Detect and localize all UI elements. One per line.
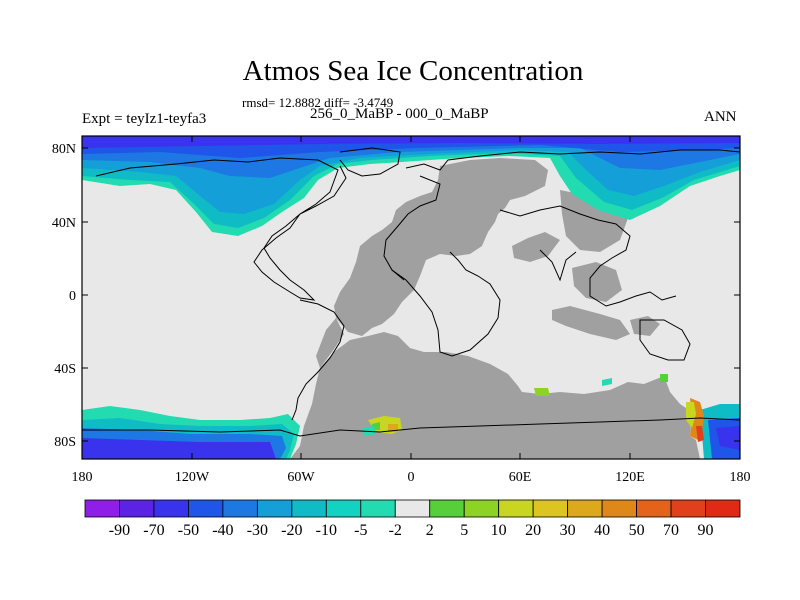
figure-title: Atmos Sea Ice Concentration — [242, 55, 584, 87]
x-tick-label: 120E — [615, 470, 645, 485]
land-mask-small-east — [630, 316, 660, 336]
colorbar-label: -5 — [354, 522, 367, 539]
x-tick-label: 180 — [730, 470, 751, 485]
colorbar-label: 10 — [491, 522, 507, 539]
colorbar-box — [188, 499, 224, 518]
colorbar-label: -2 — [389, 522, 402, 539]
colorbar-label: 40 — [594, 522, 610, 539]
colorbar-box — [153, 499, 189, 518]
colorbar-box — [498, 499, 534, 518]
y-tick-label: 80N — [52, 142, 76, 157]
colorbar-label: -10 — [316, 522, 337, 539]
patch-indian-ocean-green — [534, 388, 550, 396]
antarctic-sea-ice-west — [82, 406, 300, 459]
land-mask-east-patch — [572, 262, 622, 302]
colorbar-box — [394, 499, 431, 518]
y-tick-label: 80S — [54, 435, 76, 450]
experiment-label: Expt = teyIz1-teyfa3 — [82, 111, 207, 127]
colorbar-box — [705, 499, 741, 518]
colorbar-box — [291, 499, 327, 518]
colorbar-label: -70 — [143, 522, 164, 539]
colorbar-label: 90 — [698, 522, 714, 539]
colorbar-label: 30 — [560, 522, 576, 539]
rmsd-diff-stats: rmsd= 12.8882 diff= -3.4749 — [242, 95, 394, 110]
colorbar-label: -30 — [247, 522, 268, 539]
colorbar-box — [360, 499, 396, 518]
map-panel — [82, 136, 740, 459]
antarctic-sea-ice-east — [686, 398, 740, 459]
coastline-europe — [383, 175, 441, 281]
colorbar-label: -90 — [109, 522, 130, 539]
colorbar-label: -20 — [281, 522, 302, 539]
arctic-sea-ice-difference — [82, 136, 740, 236]
coastline-antarctica — [82, 417, 740, 437]
coastline-asia — [499, 205, 677, 307]
y-tick-label: 0 — [69, 289, 76, 304]
colorbar-label: -40 — [212, 522, 233, 539]
antarctic-west-indigo — [82, 438, 276, 459]
land-mask-europe-africa — [334, 158, 548, 336]
coastline-south-america — [291, 299, 345, 421]
patch-pacific-green — [660, 374, 668, 382]
colorbar-box — [325, 499, 362, 518]
antarctic-east-indigo — [716, 426, 740, 450]
y-axis-labels: 80N 40N 0 40S 80S — [52, 142, 76, 450]
land-mask-southeast — [552, 306, 630, 340]
colorbar-box — [532, 499, 569, 518]
colorbar-label: 50 — [629, 522, 645, 539]
land-mask-arabia — [512, 232, 560, 262]
x-tick-label: 60W — [287, 470, 315, 485]
coastline-africa — [391, 251, 501, 357]
colorbar-label: 70 — [663, 522, 679, 539]
y-tick-label: 40S — [54, 362, 76, 377]
land-mask-south-america-gap — [316, 318, 344, 368]
patch-indian-ocean-cyan — [602, 378, 612, 386]
coastline-greenland — [339, 147, 401, 177]
x-tick-label: 180 — [72, 470, 93, 485]
x-tick-label: 120W — [175, 470, 210, 485]
colorbar-box — [601, 499, 637, 518]
axis-tick-marks — [81, 136, 741, 459]
colorbar-box — [463, 499, 500, 518]
positive-anomaly-patches — [362, 374, 668, 436]
coastline-india — [539, 249, 577, 282]
colorbar-box — [670, 499, 706, 518]
coastline-north-america — [95, 157, 347, 301]
colorbar — [84, 499, 741, 518]
colorbar-box — [222, 499, 258, 518]
colorbar-labels: -90 -70 -50 -40 -30 -20 -10 -5 -2 2 5 10 20 30 40 50 70 9… — [109, 522, 714, 539]
y-tick-label: 40N — [52, 216, 76, 231]
figure-subtitle: 256_0_MaBP - 000_0_MaBP — [310, 106, 489, 122]
x-tick-label: 60E — [509, 470, 532, 485]
coastline-outlines — [82, 147, 740, 437]
season-label: ANN — [704, 109, 737, 125]
colorbar-box — [84, 499, 120, 518]
x-tick-label: 0 — [408, 470, 415, 485]
colorbar-label: -50 — [178, 522, 199, 539]
colorbar-box — [636, 499, 672, 518]
colorbar-box — [256, 499, 293, 518]
colorbar-label: 20 — [525, 522, 541, 539]
colorbar-box — [429, 499, 465, 518]
x-axis-labels: 180 120W 60W 0 60E 120E 180 — [72, 470, 751, 485]
antarctic-east-yellow — [686, 402, 696, 428]
antarctic-east-red — [696, 426, 704, 442]
coastline-eurasia — [405, 149, 740, 171]
colorbar-label: 2 — [426, 522, 434, 539]
coastline-australia — [639, 319, 691, 361]
colorbar-label: 5 — [460, 522, 468, 539]
colorbar-box — [567, 499, 603, 518]
colorbar-box — [119, 499, 155, 518]
